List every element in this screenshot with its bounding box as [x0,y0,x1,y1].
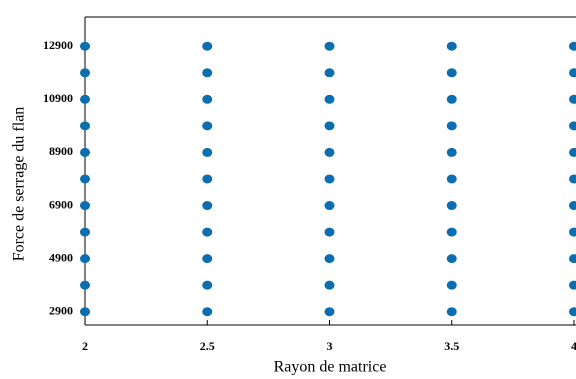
point [569,254,576,264]
point [569,174,576,184]
point [569,41,576,51]
point [324,254,335,264]
point [446,254,457,264]
point [202,201,213,211]
point [446,68,457,78]
point [446,121,457,131]
point [202,254,213,264]
point [202,227,213,237]
y-axis-label: Force de serrage du flan [11,107,28,262]
point [446,201,457,211]
y-tick-label: 4900 [49,250,73,264]
point [569,121,576,131]
x-tick-label: 4 [571,339,576,353]
point [446,147,457,157]
point [80,201,90,211]
point [80,307,90,317]
point [569,201,576,211]
point [80,227,90,237]
point [202,68,213,78]
point [80,41,90,51]
x-axis-label: Rayon de matrice [274,359,387,376]
point [446,227,457,237]
y-tick-label: 12900 [43,38,73,52]
point [80,147,90,157]
point [202,307,213,317]
point [569,94,576,104]
point [569,307,576,317]
y-tick-label: 10900 [43,91,73,105]
point [324,227,335,237]
y-tick-label: 8900 [49,144,73,158]
point [446,41,457,51]
point [324,280,335,290]
point [446,94,457,104]
point [202,147,213,157]
point [202,41,213,51]
point [324,94,335,104]
point [569,147,576,157]
x-tick-label: 2.5 [200,339,215,353]
y-tick-label: 2900 [49,303,73,317]
point [80,121,90,131]
x-tick-label: 2 [82,339,88,353]
point [324,307,335,317]
point [202,121,213,131]
point [324,121,335,131]
point [80,280,90,290]
point [202,94,213,104]
point [80,174,90,184]
point [569,280,576,290]
point [80,68,90,78]
y-tick-label: 6900 [49,197,73,211]
point [569,227,576,237]
x-tick-label: 3 [327,339,333,353]
point [80,254,90,264]
point [324,68,335,78]
point [446,307,457,317]
point [324,201,335,211]
point [202,174,213,184]
point [569,68,576,78]
point [446,280,457,290]
point [202,280,213,290]
point [324,41,335,51]
point [80,94,90,104]
point [446,174,457,184]
x-tick-label: 3.5 [444,339,459,353]
point [324,174,335,184]
point [324,147,335,157]
